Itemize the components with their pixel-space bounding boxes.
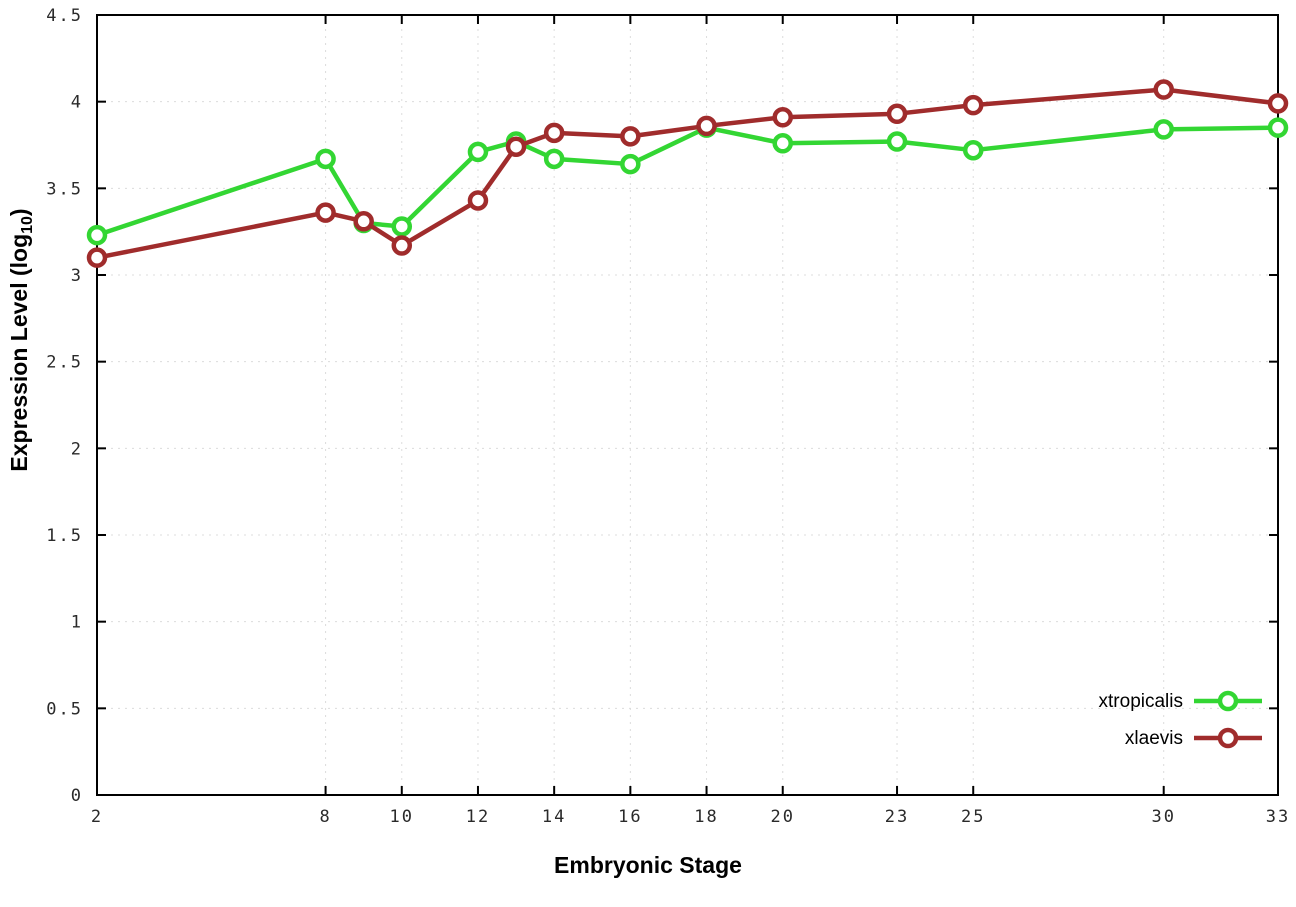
- data-point-xtropicalis: [1153, 119, 1174, 140]
- x-axis-title: Embryonic Stage: [0, 852, 1296, 879]
- data-point-xtropicalis: [543, 148, 565, 170]
- data-point-xtropicalis: [962, 139, 984, 161]
- gridlines: [97, 15, 1278, 795]
- x-axis-title-text: Embryonic Stage: [554, 852, 742, 878]
- data-point-xtropicalis: [772, 133, 793, 154]
- data-point-xlaevis: [543, 122, 565, 144]
- legend-marker-xtropicalis: [1217, 690, 1239, 712]
- y-axis-title-text: Expression Level (log: [6, 233, 32, 472]
- x-tick-label: 10: [390, 807, 414, 827]
- x-tick-label: 12: [466, 807, 490, 827]
- y-tick-label: 0.5: [46, 699, 83, 719]
- x-tick-label: 18: [694, 807, 718, 827]
- series-line-xtropicalis: [94, 125, 1281, 238]
- data-point-xlaevis: [620, 126, 641, 147]
- data-point-xlaevis: [1153, 79, 1174, 100]
- plot-border: [96, 14, 1279, 796]
- y-axis-title-subscript: 10: [19, 216, 36, 234]
- y-tick-label: 0: [71, 786, 83, 806]
- data-point-xlaevis: [86, 247, 108, 268]
- x-tick-label: 25: [961, 807, 985, 827]
- x-tick-label: 8: [319, 807, 331, 827]
- x-tick-label: 20: [770, 807, 794, 827]
- series-line-xlaevis: [94, 87, 1281, 260]
- data-point-xlaevis: [962, 94, 984, 116]
- y-tick-label: 3.5: [46, 179, 83, 199]
- y-axis-title-close: ): [6, 208, 32, 217]
- data-point-xtropicalis: [391, 216, 413, 237]
- data-point-xlaevis: [391, 235, 413, 256]
- x-tick-label: 23: [885, 807, 909, 827]
- data-point-xtropicalis: [86, 224, 108, 246]
- y-tick-label: 1.5: [46, 526, 83, 546]
- x-tick-label: 2: [91, 807, 103, 827]
- y-tick-label: 4.5: [46, 6, 83, 26]
- legend-entry-xtropicalis: xtropicalis: [1099, 690, 1262, 712]
- data-point-xtropicalis: [886, 131, 908, 152]
- data-point-xtropicalis: [467, 141, 489, 163]
- data-point-xlaevis: [886, 103, 908, 125]
- legend-marker-xlaevis: [1217, 727, 1239, 749]
- legend-label-xlaevis: xlaevis: [1125, 728, 1183, 749]
- data-point-xlaevis: [315, 202, 336, 223]
- y-tick-label: 2: [71, 439, 83, 459]
- y-tick-label: 4: [71, 93, 83, 113]
- data-point-xlaevis: [505, 136, 527, 157]
- data-point-xlaevis: [1267, 93, 1289, 114]
- y-tick-label: 1: [71, 613, 83, 633]
- y-tick-label: 2.5: [46, 353, 83, 373]
- data-point-xlaevis: [353, 211, 374, 232]
- data-point-xlaevis: [467, 190, 489, 211]
- tick-labels: 2 8 10 12 14 16 18 20 23 25 30 33 0 0.5 1 1.5 2 2.5 3 3.5 4 4…: [46, 6, 1290, 827]
- data-point-xlaevis: [696, 115, 717, 137]
- data-point-xtropicalis: [1267, 117, 1289, 138]
- legend-entry-xlaevis: xlaevis: [1125, 727, 1262, 749]
- x-tick-label: 33: [1266, 807, 1290, 827]
- legend: xtropicalis xlaevis: [1099, 690, 1262, 749]
- legend-label-xtropicalis: xtropicalis: [1099, 691, 1183, 712]
- series-xlaevis: [86, 79, 1289, 268]
- y-axis-title: Expression Level (log10): [6, 208, 37, 471]
- tick-marks: [96, 14, 1279, 796]
- x-tick-label: 16: [618, 807, 642, 827]
- x-tick-label: 30: [1151, 807, 1175, 827]
- data-point-xtropicalis: [315, 148, 336, 170]
- y-tick-label: 3: [71, 266, 83, 286]
- x-tick-label: 14: [542, 807, 566, 827]
- data-point-xtropicalis: [620, 153, 641, 175]
- data-point-xlaevis: [772, 107, 793, 128]
